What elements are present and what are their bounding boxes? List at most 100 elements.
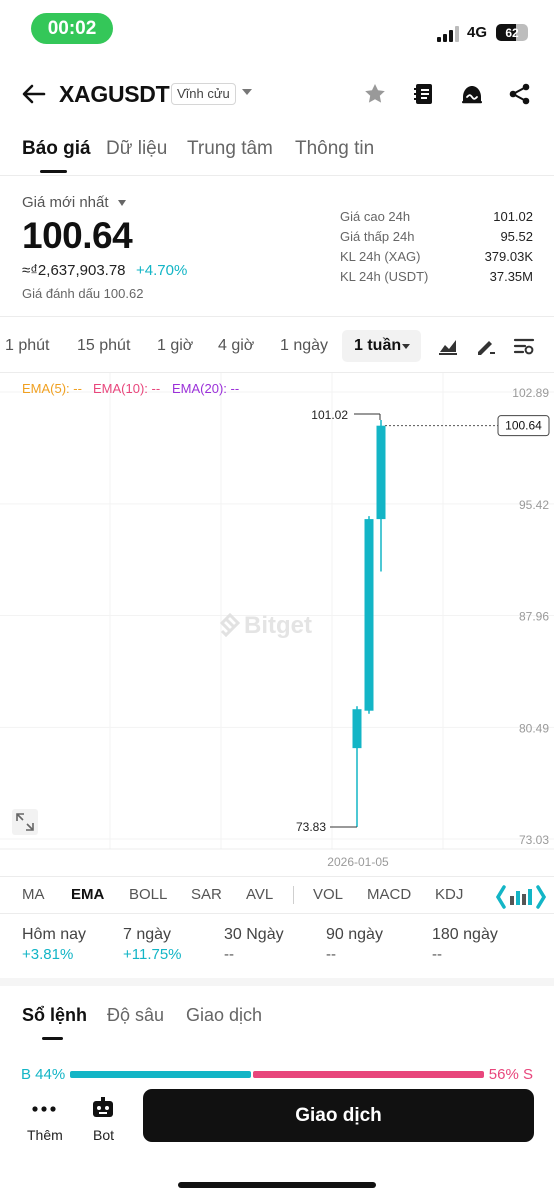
perf-value-today: +3.81%	[22, 946, 74, 963]
timeframe-1h[interactable]: 1 giờ	[157, 337, 194, 354]
contract-type-badge: Vĩnh cửu	[171, 83, 236, 105]
tab-trades[interactable]: Giao dịch	[186, 1005, 263, 1025]
main-tabs: Báo giá Dữ liệu Trung tâm Thông tin	[0, 134, 554, 174]
home-indicator	[178, 1182, 376, 1188]
perf-value-30d: --	[224, 946, 234, 963]
watermark-text: Bitget	[244, 612, 312, 639]
perf-label-today: Hôm nay	[22, 926, 87, 943]
indicator-macd[interactable]: MACD	[367, 886, 412, 903]
perf-label-180d: 180 ngày	[432, 926, 498, 943]
sell-ratio-label: 56% S	[488, 1066, 533, 1083]
timeframe-1w-label: 1 tuần	[354, 337, 402, 354]
divider	[0, 175, 554, 176]
ema20-legend: EMA(20): --	[172, 381, 240, 396]
timeframe-dropdown-icon	[402, 344, 410, 349]
indicator-separator	[293, 886, 294, 904]
indicator-vol[interactable]: VOL	[313, 886, 344, 903]
tab-data[interactable]: Dữ liệu	[106, 138, 168, 159]
y-axis-tick-label: 80.49	[519, 721, 549, 735]
battery-icon: 62	[496, 24, 528, 41]
star-favorite-icon[interactable]	[362, 81, 388, 107]
candle-body	[352, 709, 362, 749]
bot-label[interactable]: Bot	[93, 1127, 115, 1143]
alert-bell-icon[interactable]	[459, 81, 485, 107]
buy-ratio-bar	[70, 1071, 252, 1078]
timeframe-1d[interactable]: 1 ngày	[280, 337, 329, 354]
share-icon[interactable]	[507, 81, 533, 107]
stat-label-vol-xag: KL 24h (XAG)	[340, 249, 421, 264]
indicator-boll[interactable]: BOLL	[129, 886, 168, 903]
perf-value-90d: --	[326, 946, 336, 963]
watermark-logo: Bitget	[219, 612, 312, 639]
network-type: 4G	[467, 24, 488, 41]
chart-settings-icon[interactable]	[512, 334, 536, 358]
timeframe-4h[interactable]: 4 giờ	[218, 337, 255, 354]
stat-label-low: Giá thấp 24h	[340, 229, 415, 244]
x-axis-tick-label: 2026-01-05	[327, 855, 389, 869]
perf-label-90d: 90 ngày	[326, 926, 383, 943]
high-price-label: 101.02	[311, 408, 348, 422]
tab-order-book[interactable]: Sổ lệnh	[22, 1005, 88, 1025]
indicator-avl[interactable]: AVL	[246, 886, 274, 903]
stat-value-high: 101.02	[493, 209, 533, 224]
indicator-ma[interactable]: MA	[22, 886, 45, 903]
fiat-equivalent: ≈₫2,637,903.78	[22, 262, 126, 279]
status-time: 00:02	[31, 13, 113, 44]
sell-ratio-bar	[253, 1071, 484, 1078]
tab-depth[interactable]: Độ sâu	[107, 1005, 165, 1025]
buy-ratio-label: B 44%	[21, 1066, 66, 1083]
ema5-legend: EMA(5): --	[22, 381, 82, 396]
candle-body	[376, 425, 386, 520]
divider	[0, 913, 554, 914]
tab-quote[interactable]: Báo giá	[22, 138, 91, 159]
more-label[interactable]: Thêm	[27, 1127, 63, 1143]
trade-button[interactable]: Giao dịch	[143, 1089, 534, 1142]
candlestick-chart[interactable]: 102.89 95.42 87.96 80.49 73.03 2026-01-05 Bit…	[0, 373, 554, 875]
chart-type-icon[interactable]	[436, 334, 460, 358]
perf-label-7d: 7 ngày	[123, 926, 172, 943]
back-arrow-icon[interactable]	[20, 80, 48, 108]
last-price-tag	[497, 415, 550, 437]
stat-value-vol-usdt: 37.35M	[489, 269, 533, 284]
last-price: 100.64	[22, 215, 133, 256]
symbol-title[interactable]: XAGUSDT	[59, 81, 170, 107]
timeframe-1m[interactable]: 1 phút	[5, 337, 50, 354]
section-divider	[0, 978, 554, 986]
y-axis-tick-label: 95.42	[519, 498, 549, 512]
candle-body	[364, 519, 374, 711]
last-price-tag-label: 100.64	[505, 419, 542, 433]
status-bar: 00:02 4G 62	[0, 0, 554, 56]
perf-value-7d: +11.75%	[123, 946, 182, 963]
y-axis-tick-label: 87.96	[519, 610, 549, 624]
stat-label-vol-usdt: KL 24h (USDT)	[340, 269, 429, 284]
drawing-tools-icon[interactable]	[474, 334, 498, 358]
price-change-percent: +4.70%	[136, 262, 188, 279]
indicator-sar[interactable]: SAR	[191, 886, 222, 903]
ai-indicator-icon[interactable]	[496, 883, 546, 911]
chart-canvas[interactable]: 102.89 95.42 87.96 80.49 73.03 2026-01-05 Bit…	[0, 373, 554, 875]
active-tab-indicator	[42, 1037, 63, 1040]
indicator-ema[interactable]: EMA	[71, 886, 105, 903]
more-dots-icon[interactable]	[30, 1097, 58, 1121]
stat-label-high: Giá cao 24h	[340, 209, 411, 224]
ema10-legend: EMA(10): --	[93, 381, 161, 396]
stat-value-vol-xag: 379.03K	[484, 249, 533, 264]
mark-price: Giá đánh dấu 100.62	[22, 286, 144, 301]
stat-value-low: 95.52	[500, 229, 533, 244]
indicator-kdj[interactable]: KDJ	[435, 886, 464, 903]
symbol-dropdown-icon[interactable]	[242, 89, 252, 95]
cellular-signal-icon	[437, 26, 461, 42]
tab-center[interactable]: Trung tâm	[187, 138, 273, 159]
timeframe-15m[interactable]: 15 phút	[77, 337, 131, 354]
latest-price-label[interactable]: Giá mới nhất	[22, 194, 109, 211]
notebook-icon[interactable]	[411, 81, 437, 107]
bot-robot-icon[interactable]	[89, 1097, 117, 1121]
perf-value-180d: --	[432, 946, 442, 963]
tab-info[interactable]: Thông tin	[295, 138, 375, 159]
battery-level: 62	[505, 25, 519, 40]
latest-price-dropdown-icon[interactable]	[118, 200, 126, 206]
header: XAGUSDT Vĩnh cửu	[0, 72, 554, 116]
divider	[0, 372, 554, 373]
y-axis-tick-label: 73.03	[519, 833, 549, 847]
fullscreen-icon[interactable]	[12, 809, 38, 835]
